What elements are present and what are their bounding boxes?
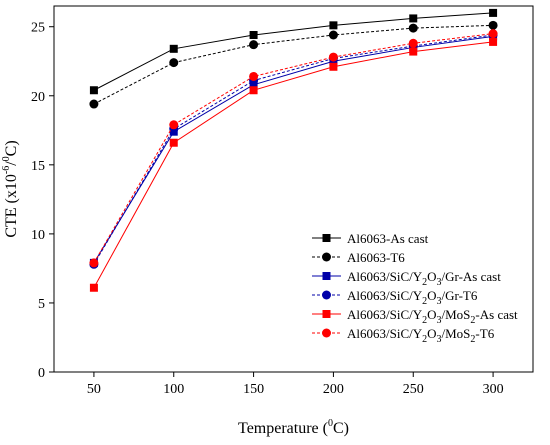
legend: Al6063-As cast Al6063-T6 Al6063/SiC/Y2O3/G… bbox=[312, 231, 518, 345]
series-3 bbox=[89, 32, 498, 267]
x-tick-label: 50 bbox=[87, 382, 101, 397]
legend-label: Al6063/SiC/Y2O3/Gr-T6 bbox=[347, 288, 478, 307]
legend-marker bbox=[322, 328, 331, 338]
y-tick-label: 25 bbox=[31, 21, 45, 36]
legend-label: Al6063-T6 bbox=[347, 250, 405, 265]
x-tick-label: 150 bbox=[243, 382, 264, 397]
data-point bbox=[489, 8, 498, 17]
series-line bbox=[93, 41, 494, 288]
series-line bbox=[93, 24, 494, 105]
x-tick-label: 100 bbox=[163, 382, 184, 397]
legend-entry: Al6063-T6 bbox=[312, 250, 405, 265]
data-point bbox=[89, 283, 98, 292]
x-tick-label: 250 bbox=[403, 382, 424, 397]
data-point bbox=[489, 37, 498, 46]
legend-label: Al6063/SiC/Y2O3/Gr-As cast bbox=[347, 269, 501, 288]
legend-entry: Al6063-As cast bbox=[312, 231, 429, 246]
axes: 50 100 150 200 250 300 0 5 10 15 20 25 Temperature (… bbox=[1, 5, 534, 437]
data-point bbox=[89, 258, 99, 268]
legend-entry: Al6063/SiC/Y2O3/MoS2-As cast bbox=[312, 307, 518, 326]
data-point bbox=[408, 23, 418, 33]
series-4 bbox=[89, 30, 498, 269]
data-point bbox=[169, 58, 179, 68]
legend-marker bbox=[322, 272, 331, 280]
x-tick-label: 200 bbox=[323, 382, 344, 397]
plot-area bbox=[89, 8, 498, 292]
legend-label: Al6063-As cast bbox=[347, 231, 429, 246]
legend-label: Al6063/SiC/Y2O3/MoS2-As cast bbox=[347, 307, 518, 326]
y-axis-title: CTE (x10-6/0C) bbox=[1, 140, 20, 237]
series-line bbox=[93, 35, 494, 264]
y-tick-label: 5 bbox=[38, 297, 45, 312]
data-point bbox=[409, 14, 418, 23]
y-tick-label: 20 bbox=[31, 90, 45, 105]
data-point bbox=[328, 30, 338, 40]
data-point bbox=[488, 20, 498, 30]
series-line bbox=[93, 34, 494, 265]
series-2 bbox=[89, 20, 498, 109]
series-1 bbox=[89, 8, 498, 95]
legend-marker bbox=[322, 310, 331, 318]
series-5 bbox=[89, 37, 498, 292]
data-point bbox=[249, 31, 258, 40]
legend-entry: Al6063/SiC/Y2O3/Gr-T6 bbox=[312, 288, 478, 307]
data-point bbox=[89, 99, 99, 109]
data-point bbox=[169, 120, 179, 130]
legend-label: Al6063/SiC/Y2O3/MoS2-T6 bbox=[347, 326, 495, 345]
data-point bbox=[329, 21, 338, 30]
data-point bbox=[488, 29, 498, 39]
x-tick-label: 300 bbox=[483, 382, 504, 397]
series-line bbox=[93, 33, 494, 264]
data-point bbox=[409, 47, 418, 56]
data-point bbox=[169, 44, 178, 53]
series-6 bbox=[89, 29, 498, 268]
data-point bbox=[249, 71, 259, 81]
series-line bbox=[93, 12, 494, 91]
plot-frame bbox=[53, 5, 534, 373]
data-point bbox=[249, 40, 259, 50]
legend-marker bbox=[322, 234, 331, 242]
data-point bbox=[328, 52, 338, 62]
x-axis-title: Temperature (0C) bbox=[238, 418, 349, 437]
data-point bbox=[249, 86, 258, 95]
legend-entry: Al6063/SiC/Y2O3/MoS2-T6 bbox=[312, 326, 495, 345]
y-tick-label: 15 bbox=[31, 159, 45, 174]
legend-marker bbox=[322, 252, 331, 262]
legend-entry: Al6063/SiC/Y2O3/Gr-As cast bbox=[312, 269, 501, 288]
data-point bbox=[329, 62, 338, 71]
y-tick-label: 10 bbox=[31, 228, 45, 243]
data-point bbox=[408, 38, 418, 48]
data-point bbox=[89, 86, 98, 95]
y-tick-label: 0 bbox=[38, 366, 45, 381]
legend-marker bbox=[322, 290, 331, 300]
data-point bbox=[169, 138, 178, 147]
